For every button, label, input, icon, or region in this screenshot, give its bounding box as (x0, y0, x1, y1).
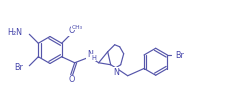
Text: Br: Br (175, 51, 184, 60)
Text: Br: Br (14, 63, 23, 72)
Text: H: H (91, 55, 96, 61)
Text: N: N (112, 68, 118, 77)
Text: O: O (68, 26, 74, 35)
Text: O: O (68, 75, 74, 84)
Text: N: N (86, 50, 92, 59)
Text: H₂N: H₂N (7, 28, 22, 37)
Text: CH₃: CH₃ (71, 25, 82, 30)
